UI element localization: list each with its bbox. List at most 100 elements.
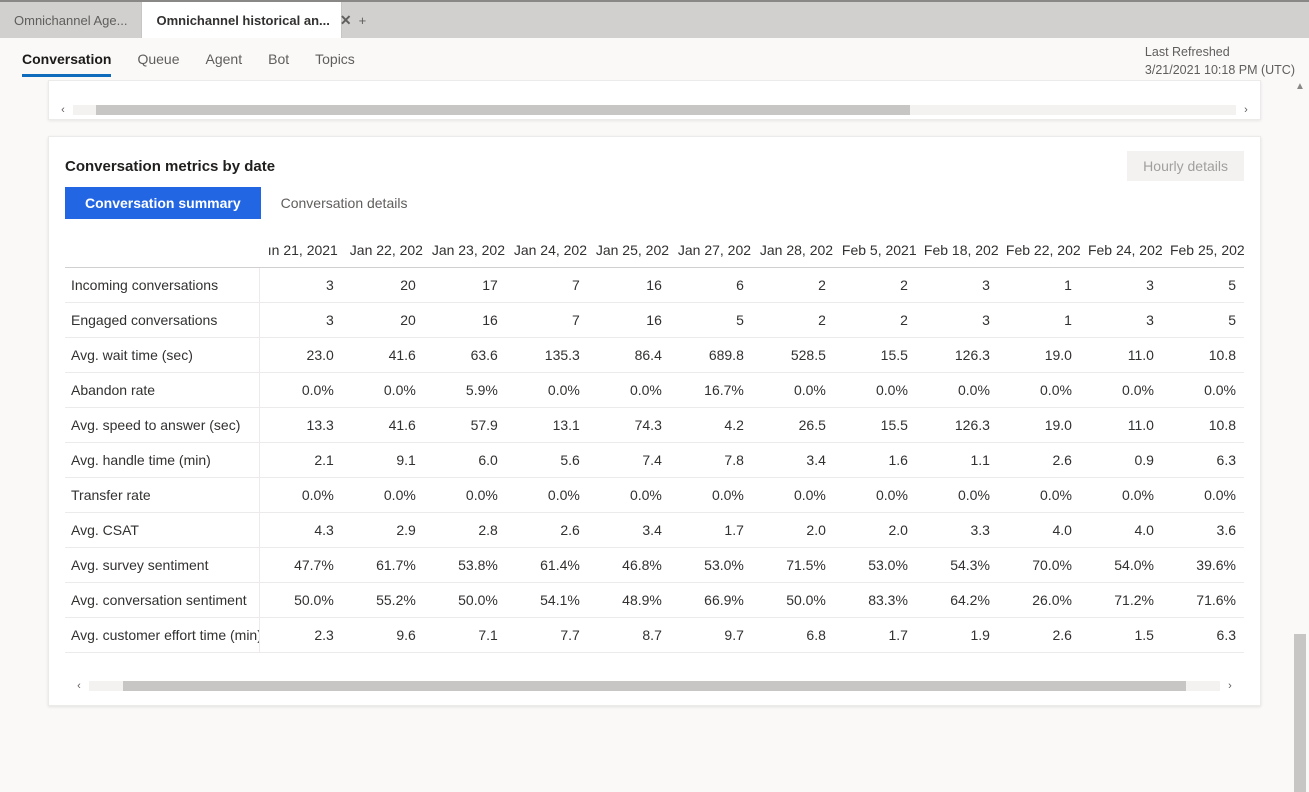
cell: 83.3%: [834, 583, 916, 618]
scroll-left-icon[interactable]: ‹: [69, 680, 89, 692]
cell: 0.0%: [424, 478, 506, 513]
column-header: Feb 22, 2021: [998, 233, 1080, 268]
cell: 19.0: [998, 408, 1080, 443]
table-row: Avg. wait time (sec)23.041.663.6135.386.…: [65, 338, 1244, 373]
cell: 528.5: [752, 338, 834, 373]
subtab-conversation-details[interactable]: Conversation details: [261, 187, 428, 219]
cell: 23.0: [260, 338, 342, 373]
cell: 6.3: [1162, 618, 1244, 653]
cell: 50.0%: [424, 583, 506, 618]
cell: 20: [342, 303, 424, 338]
cell: 3: [1080, 303, 1162, 338]
scroll-track[interactable]: [89, 681, 1220, 691]
cell: 0.0%: [998, 373, 1080, 408]
cell: 4.2: [670, 408, 752, 443]
vertical-scrollbar[interactable]: ▲ ▼: [1293, 80, 1307, 792]
cell: 11.0: [1080, 338, 1162, 373]
cell: 5: [670, 303, 752, 338]
column-header: Jan 28, 2021: [752, 233, 834, 268]
cell: 0.0%: [588, 478, 670, 513]
cell: 11.0: [1080, 408, 1162, 443]
column-header: Jan 27, 2021: [670, 233, 752, 268]
cell: 0.0%: [1080, 373, 1162, 408]
column-header: Feb 18, 2021: [916, 233, 998, 268]
cell: 7: [506, 268, 588, 303]
column-header: Jan 25, 2021: [588, 233, 670, 268]
report-tab-topics[interactable]: Topics: [315, 41, 355, 77]
card-horizontal-scrollbar[interactable]: ‹ ›: [65, 679, 1244, 695]
cell: 16: [424, 303, 506, 338]
column-header: Jan 22, 2021: [342, 233, 424, 268]
metrics-card: Conversation metrics by date Hourly deta…: [48, 136, 1261, 706]
cell: 10.8: [1162, 338, 1244, 373]
metrics-table: ın 21, 2021Jan 22, 2021Jan 23, 2021Jan 2…: [65, 233, 1244, 653]
cell: 0.0%: [670, 478, 752, 513]
row-label: Avg. conversation sentiment: [65, 583, 260, 618]
row-label: Engaged conversations: [65, 303, 260, 338]
cell: 2.6: [506, 513, 588, 548]
cell: 0.0%: [506, 478, 588, 513]
row-label: Avg. handle time (min): [65, 443, 260, 478]
scroll-track[interactable]: [73, 105, 1236, 115]
cell: 17: [424, 268, 506, 303]
subtab-conversation-summary[interactable]: Conversation summary: [65, 187, 261, 219]
cell: 0.0%: [998, 478, 1080, 513]
app-tab[interactable]: Omnichannel Age...: [0, 2, 142, 38]
column-header: ın 21, 2021: [260, 233, 342, 268]
cell: 7.1: [424, 618, 506, 653]
scroll-right-icon[interactable]: ›: [1236, 104, 1256, 116]
cell: 3.4: [588, 513, 670, 548]
cell: 1.7: [834, 618, 916, 653]
cell: 66.9%: [670, 583, 752, 618]
cell: 1: [998, 303, 1080, 338]
cell: 3.4: [752, 443, 834, 478]
cell: 20: [342, 268, 424, 303]
cell: 135.3: [506, 338, 588, 373]
cell: 0.0%: [916, 373, 998, 408]
cell: 0.0%: [506, 373, 588, 408]
cell: 50.0%: [260, 583, 342, 618]
cell: 26.5: [752, 408, 834, 443]
cell: 0.0%: [752, 478, 834, 513]
cell: 47.7%: [260, 548, 342, 583]
row-label: Avg. wait time (sec): [65, 338, 260, 373]
report-tab-conversation[interactable]: Conversation: [22, 41, 111, 77]
hourly-details-button[interactable]: Hourly details: [1127, 151, 1244, 181]
cell: 0.0%: [916, 478, 998, 513]
cell: 39.6%: [1162, 548, 1244, 583]
app-tab[interactable]: Omnichannel historical an...✕: [142, 2, 342, 38]
report-tab-bar: ConversationQueueAgentBotTopics Last Ref…: [0, 38, 1309, 80]
row-label: Abandon rate: [65, 373, 260, 408]
cell: 5: [1162, 268, 1244, 303]
scroll-right-icon[interactable]: ›: [1220, 680, 1240, 692]
cell: 2.1: [260, 443, 342, 478]
cell: 13.3: [260, 408, 342, 443]
column-header: Feb 25, 2021: [1162, 233, 1244, 268]
table-row: Incoming conversations320177166223135: [65, 268, 1244, 303]
cell: 3.6: [1162, 513, 1244, 548]
cell: 2.9: [342, 513, 424, 548]
scroll-left-icon[interactable]: ‹: [53, 104, 73, 116]
cell: 2.8: [424, 513, 506, 548]
row-label: Avg. survey sentiment: [65, 548, 260, 583]
scroll-up-icon[interactable]: ▲: [1295, 80, 1305, 94]
cell: 26.0%: [998, 583, 1080, 618]
cell: 16: [588, 303, 670, 338]
cell: 7.8: [670, 443, 752, 478]
cell: 57.9: [424, 408, 506, 443]
report-tab-bot[interactable]: Bot: [268, 41, 289, 77]
upper-horizontal-scrollbar[interactable]: ‹ ›: [49, 103, 1260, 119]
report-tab-queue[interactable]: Queue: [137, 41, 179, 77]
scroll-thumb[interactable]: [123, 681, 1186, 691]
new-tab-button[interactable]: +: [342, 2, 382, 38]
app-tabstrip: Omnichannel Age...Omnichannel historical…: [0, 2, 1309, 38]
cell: 3.3: [916, 513, 998, 548]
scroll-thumb[interactable]: [96, 105, 910, 115]
cell: 64.2%: [916, 583, 998, 618]
cell: 2: [834, 268, 916, 303]
cell: 2: [834, 303, 916, 338]
report-tab-agent[interactable]: Agent: [206, 41, 243, 77]
table-row: Avg. survey sentiment47.7%61.7%53.8%61.4…: [65, 548, 1244, 583]
cell: 70.0%: [998, 548, 1080, 583]
scroll-thumb[interactable]: [1294, 634, 1306, 792]
